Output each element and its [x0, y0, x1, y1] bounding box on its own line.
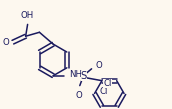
Text: Cl: Cl — [99, 87, 108, 96]
Text: O: O — [95, 61, 102, 70]
Text: O: O — [2, 38, 9, 47]
Text: Cl: Cl — [103, 79, 112, 88]
Text: NH: NH — [69, 70, 82, 79]
Text: O: O — [75, 91, 82, 100]
Text: S: S — [81, 71, 87, 81]
Text: OH: OH — [21, 11, 34, 20]
